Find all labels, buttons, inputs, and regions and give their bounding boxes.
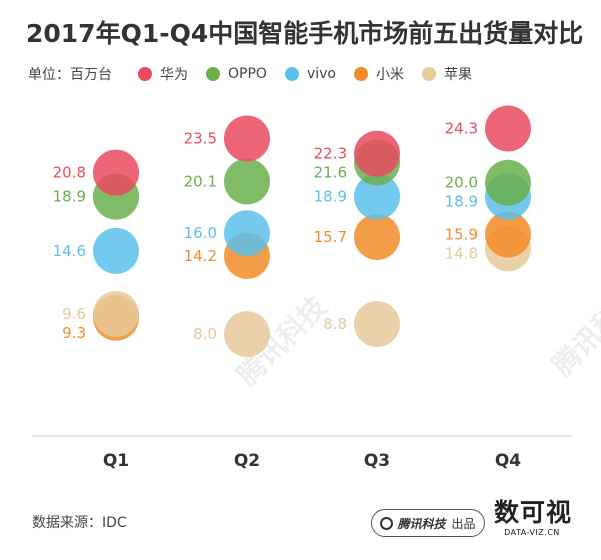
bubble-q3-s0 [354,130,400,177]
legend-label-xiaomi: 小米 [375,67,404,83]
legend-label-oppo: OPPO [228,66,267,82]
data-label-q2-s3: 14.2 [184,247,217,265]
publisher-logo-icon [380,516,394,530]
legend-swatch-vivo [284,67,299,81]
bubble-q3-s2 [354,173,400,220]
data-label-q3-s4: 8.8 [323,315,347,333]
legend-label-vivo: vivo [306,66,336,82]
data-label-q4-s2: 18.9 [445,193,478,211]
legend-item-oppo: OPPO [206,66,267,82]
legend-label-apple: 苹果 [443,67,472,83]
data-label-q2-s0: 23.5 [184,130,217,148]
bubble-q1-s2 [93,227,139,274]
legend-label-huawei: 华为 [160,67,188,83]
data-label-q3-s0: 22.3 [314,145,347,163]
bubble-q2-s4 [224,311,270,358]
data-label-q4-s4: 14.8 [445,244,478,262]
legend-swatch-huawei [138,67,152,81]
data-label-q1-s4: 9.6 [62,305,86,323]
data-label-q1-s0: 20.8 [53,164,86,182]
legend-item-xiaomi: 小米 [353,64,404,84]
x-tick-label-q4: Q4 [495,451,521,471]
data-label-q1-s1: 18.9 [53,188,86,206]
publisher-name: 腾讯科技 [397,516,446,531]
legend-item-vivo: vivo [284,66,336,82]
bubble-q4-s0 [485,105,531,152]
data-label-q2-s1: 20.1 [184,172,217,190]
bubble-q4-s1 [485,159,531,206]
data-label-q1-s3: 9.3 [62,324,86,342]
legend-item-apple: 苹果 [421,64,472,84]
bubble-q3-s4 [354,301,400,348]
x-tick-label-q1: Q1 [103,451,129,471]
data-label-q3-s3: 15.7 [314,228,347,246]
data-source: 数据来源：IDC [32,515,127,531]
data-label-q1-s2: 14.6 [53,242,86,260]
publisher-suffix: 出品 [451,516,476,531]
legend-swatch-apple [421,67,436,81]
legend-swatch-xiaomi [353,67,368,81]
legend: 单位：百万台 华为 OPPO vivo 小米 苹果 [28,64,490,84]
data-label-q3-s1: 21.6 [314,164,347,182]
unit-label: 单位：百万台 [28,67,112,83]
publisher-badge: 腾讯科技 出品 [371,509,485,537]
bubble-q2-s2 [224,210,270,257]
brand-url: DATA-VIZ.CN [504,528,560,537]
x-tick-label-q2: Q2 [234,451,260,471]
data-label-q4-s0: 24.3 [445,119,478,137]
chart-title: 2017年Q1-Q4中国智能手机市场前五出货量对比 [26,19,584,48]
bubble-q3-s3 [354,213,400,260]
bubble-q1-s0 [93,149,139,196]
legend-swatch-oppo [206,67,220,81]
data-label-q2-s2: 16.0 [184,224,217,242]
legend-item-huawei: 华为 [138,64,188,84]
brand-logo: 数可视 DATA-VIZ.CN [494,498,573,538]
data-label-q4-s1: 20.0 [445,174,478,192]
bubble-q2-s0 [224,115,270,162]
bubble-q4-s3 [485,211,531,258]
data-label-q2-s4: 8.0 [193,325,217,343]
data-label-q3-s2: 18.9 [314,188,347,206]
data-label-q4-s3: 15.9 [445,225,478,243]
brand-name: 数可视 [494,498,573,527]
bubble-q1-s4 [93,290,139,337]
x-tick-label-q3: Q3 [364,451,390,471]
bubble-q2-s1 [224,158,270,205]
